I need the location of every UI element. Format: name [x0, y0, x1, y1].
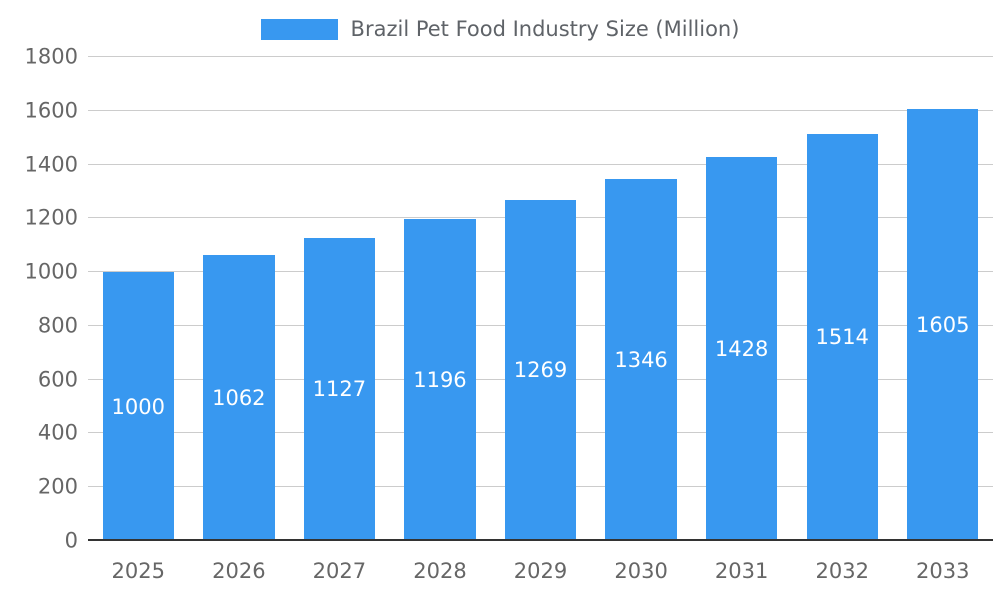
x-tick-label: 2032 [815, 559, 869, 583]
y-tick-label: 600 [37, 367, 78, 392]
bar-2029: 1269 [504, 199, 577, 541]
x-tick-label: 2031 [714, 559, 769, 583]
gridline [88, 163, 993, 165]
y-tick-label: 1200 [24, 205, 78, 230]
bar-2032: 1514 [806, 133, 878, 541]
bar-slot: 1062 [189, 57, 290, 541]
bar-2025: 1000 [102, 272, 174, 541]
bar-slot: 1269 [490, 57, 591, 541]
y-tick-label: 0 [64, 528, 78, 553]
bar-2030: 1346 [605, 179, 677, 541]
bar-slot: 1605 [893, 57, 994, 541]
bar-2033: 1605 [907, 109, 979, 541]
chart-title: Brazil Pet Food Industry Size (Million) [350, 17, 740, 41]
bar-slot: 1346 [591, 57, 692, 541]
bar-2027: 1127 [303, 237, 376, 541]
bar-slot: 1428 [691, 57, 792, 541]
bar-value-label: 1269 [513, 358, 568, 383]
x-axis: 2025 2026 2027 2028 2029 2030 2031 2032 2033 [88, 551, 993, 585]
gridline [88, 56, 993, 57]
bar-slot: 1514 [792, 57, 893, 541]
x-tick-label: 2027 [312, 559, 367, 583]
bar-value-label: 1062 [212, 386, 266, 411]
y-tick-label: 400 [37, 420, 78, 445]
bar-value-label: 1127 [312, 377, 367, 402]
bar-2031: 1428 [705, 157, 778, 541]
x-tick-label: 2025 [111, 559, 165, 583]
bar-2026: 1062 [203, 255, 275, 541]
x-tick-label: 2029 [513, 559, 568, 583]
bar-value-label: 1605 [916, 313, 970, 338]
chart-legend: Brazil Pet Food Industry Size (Million) [0, 12, 1000, 46]
y-tick-label: 1800 [24, 44, 78, 69]
y-axis: 0 200 400 600 800 1000 1200 1400 1600 1800 [0, 46, 78, 551]
bar-value-label: 1196 [413, 368, 467, 393]
bar-value-label: 1428 [714, 337, 769, 362]
bar-value-label: 1346 [614, 348, 668, 373]
x-axis-baseline [88, 539, 993, 541]
bar-value-label: 1000 [111, 394, 165, 419]
x-tick-label: 2026 [212, 559, 266, 583]
x-tick-label: 2033 [916, 559, 970, 583]
bar-slot: 1196 [390, 57, 491, 541]
bar-slot: 1000 [88, 57, 189, 541]
x-tick-label: 2028 [413, 559, 467, 583]
bar-value-label: 1514 [815, 325, 869, 350]
bar-2028: 1196 [404, 219, 476, 541]
y-tick-label: 200 [37, 474, 78, 499]
y-tick-label: 1600 [24, 98, 78, 123]
gridline [88, 109, 993, 111]
bars-group: 1000 1062 1127 1196 1269 1346 1428 1514 1605 [88, 57, 993, 541]
x-tick-label: 2030 [614, 559, 668, 583]
legend-swatch [260, 18, 338, 40]
y-tick-label: 1000 [24, 259, 78, 284]
y-tick-label: 1400 [24, 152, 78, 177]
y-tick-label: 800 [37, 313, 78, 338]
plot-area: 1000 1062 1127 1196 1269 1346 1428 1514 1605 [88, 56, 993, 541]
bar-slot: 1127 [289, 57, 390, 541]
